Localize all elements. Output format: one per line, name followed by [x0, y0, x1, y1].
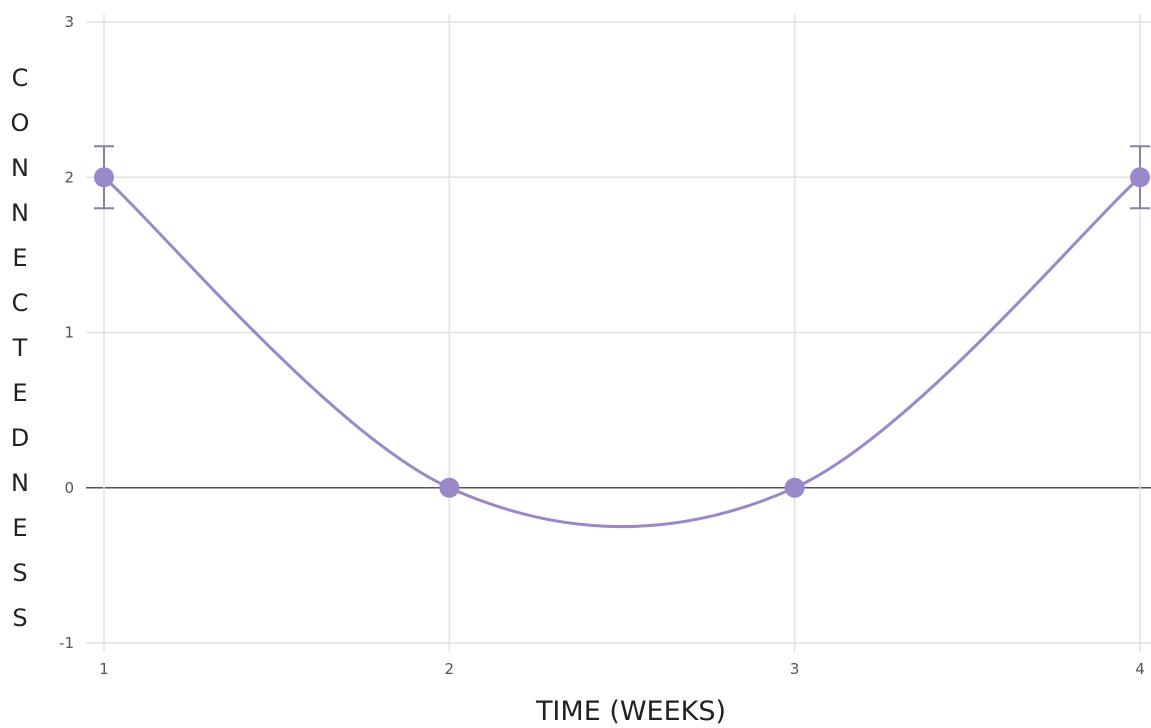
x-tick-label: 2	[445, 660, 455, 678]
x-axis-title: TIME (WEEKS)	[535, 696, 726, 727]
data-point[interactable]	[439, 477, 460, 498]
y-axis-title-letter: D	[11, 424, 29, 452]
y-axis-title-letter: N	[11, 469, 29, 497]
y-tick-label: 1	[64, 324, 74, 342]
data-point[interactable]	[94, 167, 114, 188]
y-tick-label: 2	[64, 168, 74, 186]
tick-labels: -1 0 1 2 3 1 2 3 4	[59, 13, 1145, 678]
series-layer	[94, 145, 1150, 529]
grid	[86, 14, 1151, 652]
y-axis-title-letter: E	[12, 514, 27, 542]
data-point[interactable]	[784, 477, 805, 498]
y-axis-title-letter: N	[11, 154, 29, 182]
y-axis-title-letter: S	[12, 604, 27, 632]
y-axis-title-letter: T	[12, 334, 28, 362]
y-tick-label: 3	[64, 13, 74, 31]
x-tick-label: 1	[99, 660, 109, 678]
x-tick-label: 4	[1135, 660, 1145, 678]
y-axis-title-letter: O	[11, 109, 30, 137]
y-axis-title-letter: N	[11, 199, 29, 227]
y-axis-title-letter: S	[12, 559, 27, 587]
x-tick-label: 3	[790, 660, 800, 678]
y-axis-title-letter: E	[12, 379, 27, 407]
y-axis-title-letter: C	[12, 64, 29, 92]
y-tick-label: 0	[64, 479, 74, 497]
y-tick-label: -1	[59, 634, 74, 652]
y-axis-title-letter: C	[12, 289, 29, 317]
series-line	[102, 176, 1142, 529]
y-axis-title-letter: E	[12, 244, 27, 272]
data-point[interactable]	[1130, 167, 1150, 188]
